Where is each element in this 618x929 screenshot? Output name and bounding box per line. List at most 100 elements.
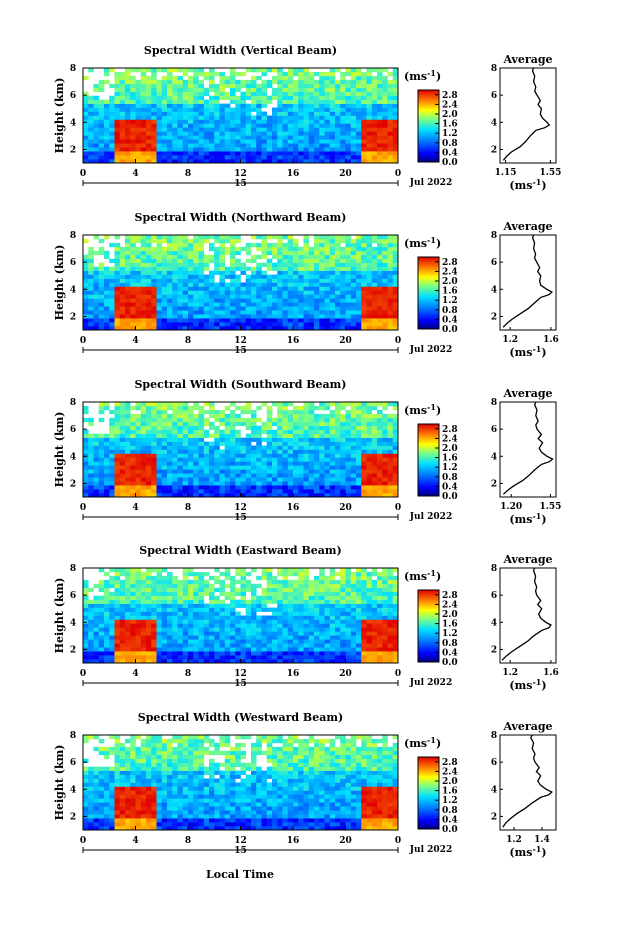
heatmap-cell — [198, 147, 205, 152]
heatmap-cell — [371, 413, 378, 419]
heatmap-cell — [366, 477, 373, 482]
heatmap-cell — [272, 123, 278, 128]
heatmap-cell — [177, 421, 184, 427]
heatmap-cell — [193, 262, 199, 267]
heatmap-cell — [256, 159, 262, 164]
heatmap-cell — [392, 111, 399, 116]
panel-1: Spectral Width (Northward Beam)2468Heigh… — [53, 211, 559, 359]
heatmap-cell — [287, 461, 294, 466]
heatmap-cell — [314, 127, 320, 132]
heatmap-cell — [140, 246, 147, 252]
heatmap-cell — [219, 266, 226, 271]
heatmap-cell — [119, 635, 126, 640]
heatmap-cell — [256, 306, 262, 311]
heatmap-cell — [319, 314, 325, 319]
heatmap-cell — [125, 449, 131, 454]
heatmap-cell — [261, 587, 268, 593]
heatmap-cell — [119, 473, 126, 478]
heatmap-cell — [266, 421, 273, 427]
heatmap-cell — [392, 421, 399, 427]
heatmap-cell — [308, 449, 315, 454]
heatmap-cell — [146, 405, 152, 411]
heatmap-cell — [340, 135, 346, 140]
heatmap-cell — [203, 587, 210, 593]
heatmap-cell — [340, 262, 346, 267]
profile-y-tick-label: 8 — [491, 231, 497, 241]
heatmap-cell — [167, 619, 173, 624]
heatmap-cell — [119, 143, 126, 148]
heatmap-cell — [193, 270, 199, 275]
heatmap-cell — [277, 139, 283, 144]
heatmap-cell — [308, 402, 315, 407]
heatmap-cell — [130, 318, 136, 323]
heatmap-cell — [146, 282, 152, 287]
heatmap-cell — [240, 465, 247, 470]
heatmap-cell — [224, 603, 231, 608]
heatmap-cell — [324, 421, 331, 427]
heatmap-cell — [340, 481, 346, 486]
heatmap-cell — [293, 417, 299, 423]
heatmap-cell — [392, 262, 399, 267]
heatmap-cell — [287, 473, 294, 478]
heatmap-cell — [329, 485, 336, 490]
heatmap-cell — [340, 95, 346, 100]
heatmap-cell — [230, 139, 236, 144]
heatmap-cell — [277, 306, 283, 311]
heatmap-cell — [293, 131, 299, 136]
heatmap-cell — [93, 322, 100, 327]
heatmap-cell — [319, 405, 325, 411]
heatmap-cell — [93, 318, 100, 323]
heatmap-cell — [366, 481, 373, 486]
heatmap-cell — [135, 310, 142, 315]
heatmap-cell — [277, 286, 283, 291]
heatmap-cell — [266, 290, 273, 295]
heatmap-cell — [130, 611, 136, 616]
heatmap-cell — [93, 87, 100, 93]
heatmap-cell — [88, 151, 94, 156]
heatmap-cell — [119, 449, 126, 454]
heatmap-cell — [209, 75, 215, 81]
heatmap-cell — [135, 238, 142, 244]
heatmap-cell — [251, 485, 257, 490]
heatmap-cell — [198, 282, 205, 287]
heatmap-cell — [167, 151, 173, 156]
heatmap-cell — [104, 250, 110, 256]
heatmap-cell — [387, 270, 394, 275]
heatmap-cell — [146, 298, 152, 303]
heatmap-cell — [261, 123, 268, 128]
heatmap-cell — [156, 131, 163, 136]
heatmap-cell — [382, 485, 388, 490]
heatmap-cell — [340, 461, 346, 466]
heatmap-cell — [224, 306, 231, 311]
heatmap-cell — [230, 266, 236, 271]
heatmap-cell — [88, 302, 94, 307]
heatmap-cell — [345, 83, 352, 89]
heatmap-cell — [298, 298, 304, 303]
heatmap-cell — [392, 445, 399, 450]
heatmap-cell — [193, 587, 199, 593]
heatmap-cell — [119, 489, 126, 494]
heatmap-cell — [277, 119, 283, 124]
heatmap-cell — [219, 635, 226, 640]
heatmap-cell — [303, 477, 310, 482]
heatmap-cell — [151, 87, 157, 93]
x-tick-label: 8 — [185, 336, 191, 346]
heatmap-cell — [88, 131, 94, 136]
heatmap-cell — [361, 123, 367, 128]
heatmap-cell — [287, 250, 294, 256]
heatmap-cell — [240, 651, 247, 656]
heatmap-cell — [261, 477, 268, 482]
heatmap-cell — [104, 623, 110, 628]
heatmap-cell — [251, 266, 257, 271]
heatmap-cell — [392, 306, 399, 311]
heatmap-cell — [335, 95, 341, 100]
heatmap-cell — [140, 91, 147, 97]
heatmap-cell — [387, 143, 394, 148]
heatmap-cell — [119, 250, 126, 256]
heatmap-cell — [245, 294, 252, 299]
heatmap-cell — [356, 314, 362, 319]
heatmap-cell — [119, 147, 126, 152]
heatmap-cell — [356, 270, 362, 275]
heatmap-cell — [198, 457, 205, 462]
heatmap-cell — [188, 568, 194, 573]
